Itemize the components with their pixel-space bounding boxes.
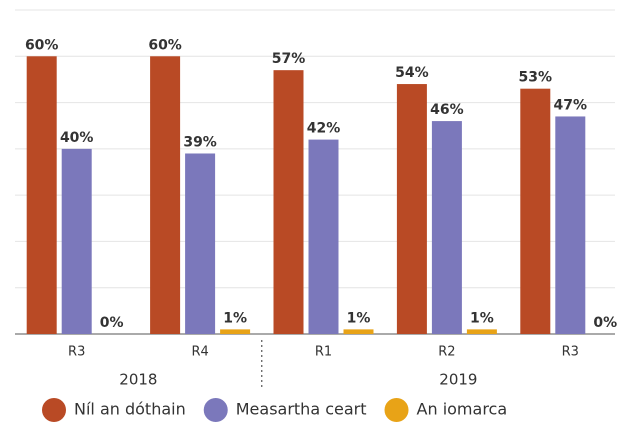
- bar: [308, 139, 339, 334]
- value-label: 1%: [470, 310, 494, 326]
- value-label: 60%: [148, 37, 182, 53]
- value-label: 1%: [347, 310, 371, 326]
- bar: [466, 329, 497, 334]
- legend-marker: [384, 398, 409, 422]
- group-label: 2018: [119, 371, 157, 389]
- bar: [431, 121, 462, 334]
- legend-marker: [203, 398, 228, 422]
- value-label: 57%: [272, 51, 306, 67]
- bar: [396, 84, 427, 334]
- value-label: 42%: [307, 121, 341, 137]
- value-label: 60%: [25, 37, 59, 53]
- value-label: 1%: [223, 310, 247, 326]
- x-tick-label: R3: [68, 345, 85, 360]
- value-label: 54%: [395, 65, 429, 81]
- value-label: 47%: [554, 97, 588, 113]
- legend-label: An iomarca: [417, 400, 508, 419]
- group-label: 2019: [439, 371, 477, 389]
- legend-label: Measartha ceart: [236, 400, 367, 419]
- bar: [26, 56, 57, 335]
- bar: [343, 329, 374, 334]
- value-label: 0%: [593, 315, 617, 331]
- bar: [185, 153, 216, 334]
- value-label: 40%: [60, 130, 94, 146]
- legend-marker: [42, 398, 66, 422]
- value-label: 46%: [430, 102, 464, 118]
- x-tick-label: R3: [562, 345, 579, 360]
- x-tick-label: R4: [191, 345, 208, 360]
- legend-label: Níl an dóthain: [74, 400, 186, 419]
- x-tick-label: R2: [438, 345, 455, 360]
- value-label: 53%: [519, 70, 553, 86]
- bar: [150, 56, 181, 335]
- bar: [61, 148, 92, 334]
- x-tick-label: R1: [315, 345, 332, 360]
- value-label: 39%: [183, 134, 217, 150]
- value-label: 0%: [100, 315, 124, 331]
- bar: [520, 88, 551, 334]
- bar: [555, 116, 586, 334]
- bar: [220, 329, 251, 334]
- bar: [273, 70, 304, 335]
